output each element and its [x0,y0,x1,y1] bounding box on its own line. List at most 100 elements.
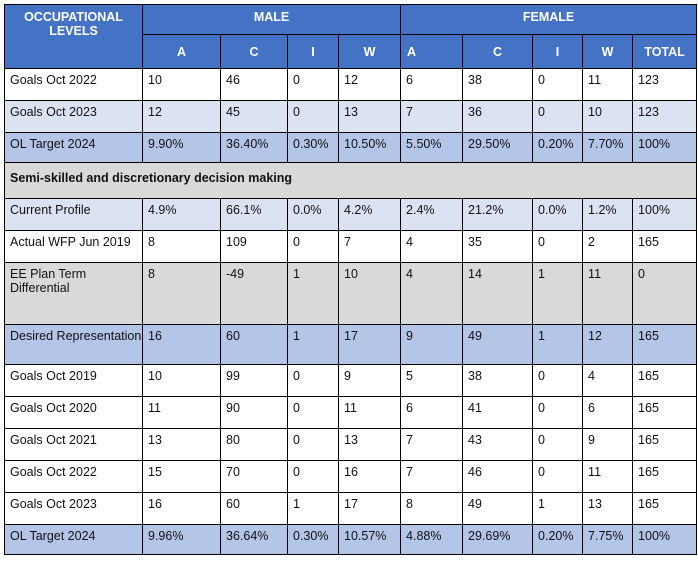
table-row: OL Target 2024 9.96% 36.64% 0.30% 10.57% 4.88… [4,524,698,555]
table-cell: 100% [632,524,698,555]
table-cell: 1 [532,262,584,325]
male-header: MALE [141,4,402,35]
table-cell: 165 [632,364,698,397]
table-cell: 165 [632,230,698,263]
table-cell: 0 [287,230,339,263]
table-cell: 17 [337,492,402,525]
table-cell: 14 [462,262,534,325]
table-row: Goals Oct 2022 10 46 0 12 6 38 0 11 123 [4,68,698,101]
table-cell: 16 [142,324,221,365]
table-cell: -49 [220,262,288,325]
table-cell: 1 [532,492,584,525]
table-cell: 165 [632,492,698,525]
table-cell: 21.2% [462,198,534,231]
table-cell: 46 [462,460,534,493]
table-cell: 9.96% [142,524,221,555]
table-cell: 0 [287,396,339,429]
table-cell: 8 [400,492,464,525]
table-row: Goals Oct 2019 10 99 0 9 5 38 0 4 165 [4,364,698,397]
table-row: Goals Oct 2022 15 70 0 16 7 46 0 11 165 [4,460,698,493]
table-cell: 5 [400,364,464,397]
table-cell: 5.50% [400,132,464,163]
table-cell: 0 [532,428,584,461]
table-cell: 0.20% [532,132,584,163]
table-cell: 7.70% [582,132,634,163]
table-cell: 1 [287,492,339,525]
table-cell: 8 [142,230,221,263]
table-cell: 12 [582,324,634,365]
table-cell: 4.2% [337,198,402,231]
row-label: OL Target 2024 [4,132,143,163]
table-cell: 29.50% [462,132,534,163]
table-cell: 0 [532,364,584,397]
table-cell: 123 [632,68,698,101]
table-cell: 10 [142,364,221,397]
table-cell: 2 [582,230,634,263]
table-cell: 109 [220,230,288,263]
table-cell: 4.88% [400,524,464,555]
table-cell: 11 [582,68,634,101]
row-label: Actual WFP Jun 2019 [4,230,143,263]
table-cell: 49 [462,492,534,525]
row-label: Goals Oct 2020 [4,396,143,429]
table-cell: 8 [142,262,221,325]
table-cell: 0.20% [532,524,584,555]
table-row: Semi-skilled and discretionary decision … [3,162,698,199]
table-row: Desired Representation 16 60 1 17 9 49 1 12 165 [4,324,698,365]
male-col-a: A [142,34,221,69]
table-cell: 36 [462,100,534,133]
female-col-i: I [532,34,584,69]
table-cell: 60 [220,324,288,365]
table-cell: 9 [400,324,464,365]
table-cell: 36.64% [220,524,288,555]
female-col-c: C [462,34,534,69]
table-cell: 165 [632,428,698,461]
table-cell: 16 [142,492,221,525]
table-cell: 12 [337,68,402,101]
male-col-i: I [287,34,339,69]
table-cell: 0 [532,396,584,429]
total-col: TOTAL [632,34,698,69]
table-cell: 0 [532,68,584,101]
table-cell: 66.1% [220,198,288,231]
table-cell: 7 [337,230,402,263]
employment-equity-table-container: OCCUPATIONAL LEVELS MALE FEMALE A C I W … [3,4,698,555]
table-row: OL Target 2024 9.90% 36.40% 0.30% 10.50% 5.50… [4,132,698,163]
table-cell: 46 [220,68,288,101]
table-cell: 10.57% [337,524,402,555]
table-row: Goals Oct 2020 11 90 0 11 6 41 0 6 165 [4,396,698,429]
row-label: EE Plan Term Differential [4,262,143,325]
table-cell: 13 [337,100,402,133]
table-cell: 7 [400,100,464,133]
table-cell: 1 [532,324,584,365]
table-cell: 13 [142,428,221,461]
table-cell: 43 [462,428,534,461]
table-cell: 17 [337,324,402,365]
table-cell: 12 [142,100,221,133]
table-cell: 0 [287,100,339,133]
table-cell: 7.75% [582,524,634,555]
table-cell: 1.2% [582,198,634,231]
table-row: EE Plan Term Differential 8 -49 1 10 4 14 1 11 0 [4,262,698,325]
female-col-a: A [400,34,464,69]
table-cell: 11 [337,396,402,429]
table-cell: 9 [582,428,634,461]
row-label: Goals Oct 2021 [4,428,143,461]
table-cell: 0.0% [287,198,339,231]
table-cell: 7 [400,460,464,493]
row-label: Desired Representation [4,324,143,365]
table-cell: 38 [462,68,534,101]
female-col-w: W [582,34,634,69]
table-cell: 0 [632,262,698,325]
table-cell: 165 [632,460,698,493]
table-cell: 13 [337,428,402,461]
row-label: Current Profile [4,198,143,231]
row-label: Goals Oct 2022 [4,68,143,101]
table-cell: 100% [632,198,698,231]
row-label: Goals Oct 2019 [4,364,143,397]
table-cell: 70 [220,460,288,493]
table-cell: 0 [287,428,339,461]
male-col-w: W [337,34,402,69]
row-label: Goals Oct 2023 [4,100,143,133]
table-cell: 10 [142,68,221,101]
